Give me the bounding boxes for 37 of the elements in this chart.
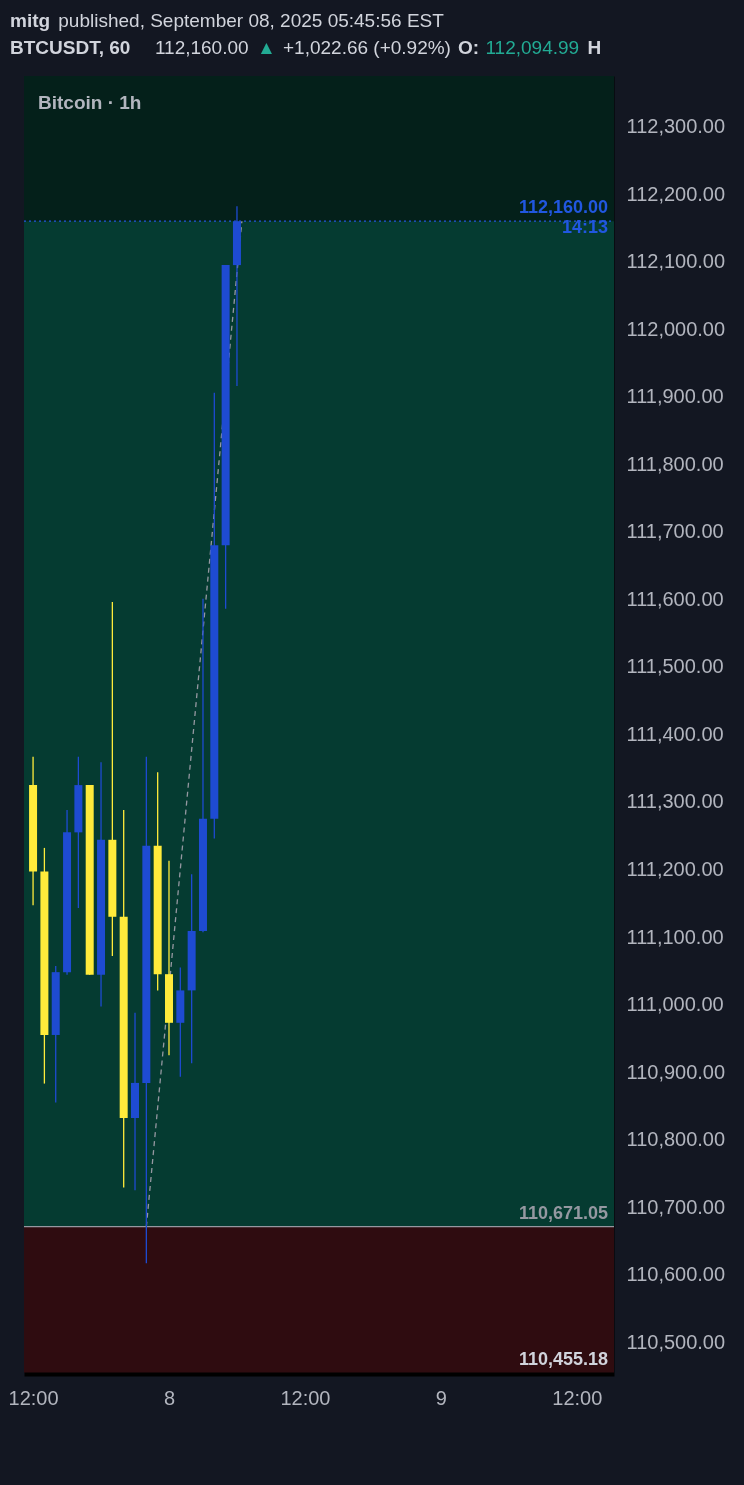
text: H: [587, 37, 602, 58]
ref-line-label: 112,160.00 14:13: [518, 197, 608, 238]
y-tick-label: 112,200.00: [626, 182, 726, 205]
y-tick-label: 111,400.00: [626, 722, 724, 745]
y-tick-label: 111,600.00: [626, 587, 724, 610]
y-tick-label: 111,000.00: [626, 993, 724, 1016]
text: ▲: [256, 37, 276, 58]
y-tick-label: 110,500.00: [626, 1330, 726, 1353]
y-tick-label: 111,300.00: [626, 790, 724, 813]
x-tick-label: 12:00: [552, 1386, 603, 1409]
y-tick-label: 111,200.00: [626, 858, 724, 881]
text: mitg: [10, 10, 51, 31]
y-tick-label: 110,600.00: [626, 1263, 726, 1286]
y-tick-label: 111,100.00: [626, 925, 724, 948]
x-tick-label: 8: [163, 1386, 176, 1409]
y-tick-label: 110,800.00: [626, 1128, 726, 1151]
y-tick-label: 110,900.00: [626, 1060, 726, 1083]
x-tick-label: 12:00: [8, 1386, 59, 1409]
band-label: 110,455.18: [518, 1348, 608, 1369]
y-tick-label: 111,500.00: [626, 655, 724, 678]
y-tick-label: 112,100.00: [626, 250, 726, 273]
y-tick-label: 111,700.00: [626, 520, 724, 543]
y-tick-label: 110,700.00: [626, 1195, 726, 1218]
x-tick-label: 9: [435, 1386, 447, 1409]
text: BTCUSDT, 60: [10, 37, 131, 58]
y-tick-label: 111,800.00: [626, 452, 724, 475]
text: Bitcoin · 1h: [38, 92, 142, 113]
text: O:: [457, 37, 480, 58]
text: 112,094.99: [485, 37, 580, 58]
text: 112,160.00: [154, 37, 249, 58]
y-tick-label: 111,900.00: [626, 385, 724, 408]
text: published, September 08, 2025 05:45:56 EST: [58, 10, 445, 31]
ref-line-label: 110,671.05: [518, 1202, 608, 1223]
y-tick-label: 112,300.00: [626, 115, 726, 138]
x-tick-label: 12:00: [280, 1386, 331, 1409]
text: +1,022.66 (+0.92%): [282, 37, 451, 58]
y-tick-label: 112,000.00: [626, 317, 726, 340]
